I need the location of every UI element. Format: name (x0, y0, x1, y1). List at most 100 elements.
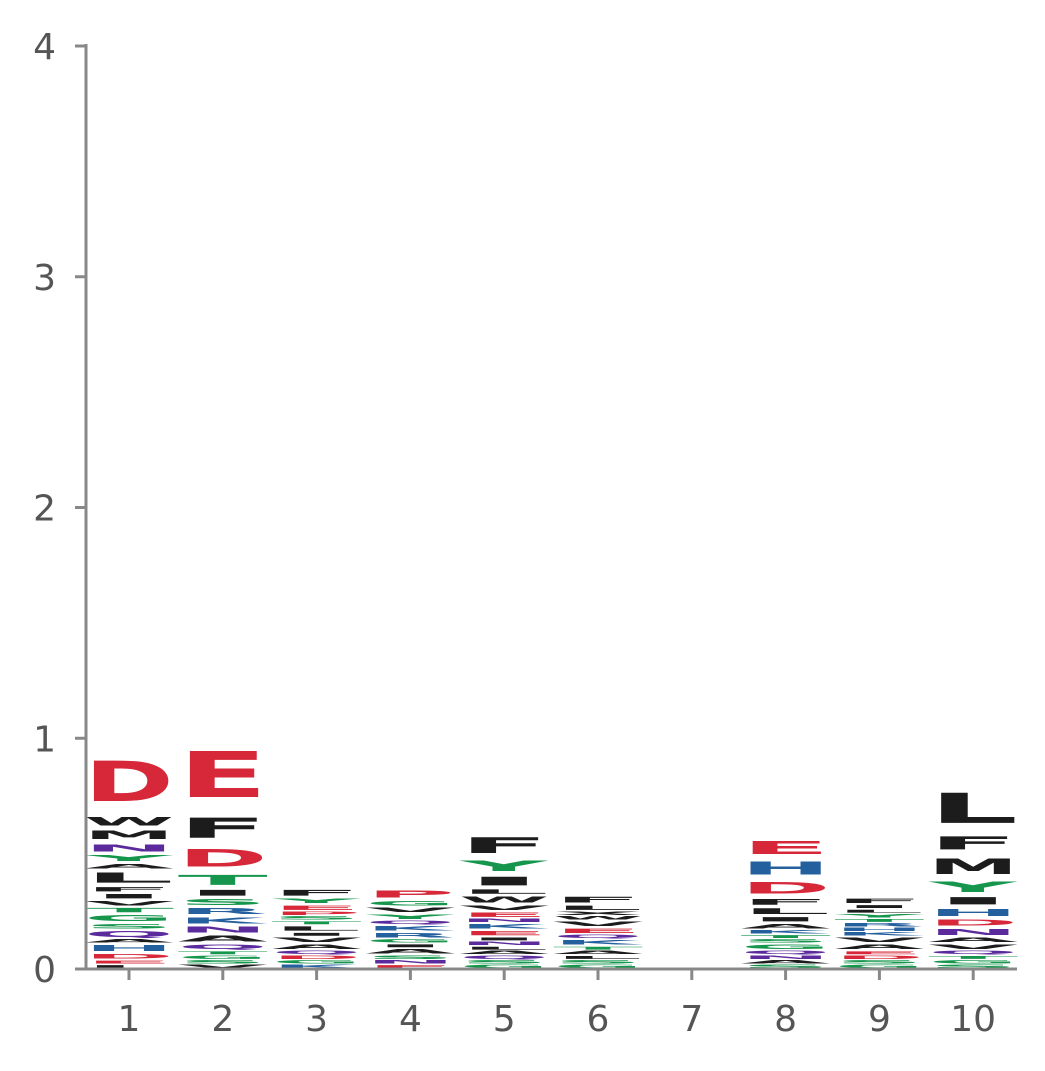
letter-L: L (272, 925, 362, 932)
letter-S: S (741, 964, 831, 969)
letter-P: P (365, 888, 455, 900)
letter-Y: Y (365, 914, 455, 921)
letter-I: I (741, 916, 831, 923)
letter-Q: Q (272, 951, 362, 956)
letter-H: H (928, 907, 1018, 918)
x-tick-label: 4 (399, 999, 422, 1040)
letter-N: N (459, 918, 549, 923)
letter-W: W (459, 895, 549, 904)
letter-S: S (365, 955, 455, 960)
letter-N: N (741, 955, 831, 960)
y-tick-label: 3 (33, 258, 56, 299)
letter-N: N (365, 960, 455, 965)
letter-N: N (459, 941, 549, 946)
letter-A: A (928, 937, 1018, 944)
letter-Y: Y (928, 879, 1018, 895)
letter-K: K (178, 916, 268, 925)
letter-G: G (834, 964, 924, 969)
letter-L: L (834, 909, 924, 914)
letter-F: F (272, 888, 362, 897)
letter-V: V (928, 944, 1018, 951)
letter-Q: Q (459, 955, 549, 960)
letter-A: A (553, 951, 643, 956)
y-tick-label: 0 (33, 950, 56, 991)
letter-A: A (741, 923, 831, 930)
letter-T: T (84, 907, 174, 914)
letter-V: V (553, 921, 643, 928)
letter-G: G (365, 900, 455, 907)
letter-D: D (84, 750, 174, 814)
letter-G: G (84, 914, 174, 923)
letter-S: S (178, 960, 268, 965)
letter-Q: Q (741, 951, 831, 956)
letter-D: D (741, 879, 831, 897)
letter-R: R (178, 907, 268, 916)
x-tick-label: 10 (950, 999, 996, 1040)
letter-H: H (834, 927, 924, 932)
letter-S: S (741, 939, 831, 944)
letter-V: V (178, 964, 268, 969)
x-tick-label: 3 (305, 999, 328, 1040)
letter-S: S (553, 960, 643, 965)
letter-D: D (178, 844, 268, 872)
letter-A: A (365, 948, 455, 955)
x-tick-label: 1 (118, 999, 141, 1040)
letter-S: S (834, 960, 924, 965)
letter-I: I (459, 874, 549, 888)
letter-V: V (272, 937, 362, 944)
letter-G: G (459, 964, 549, 969)
x-tick-label: 5 (493, 999, 516, 1040)
letter-Q: Q (84, 930, 174, 939)
letter-E: E (741, 838, 831, 859)
letter-K: K (553, 939, 643, 946)
x-tick-label: 9 (868, 999, 891, 1040)
letter-E: E (459, 930, 549, 937)
letter-D: D (834, 955, 924, 960)
letter-G: G (365, 939, 455, 944)
letter-F: F (553, 895, 643, 904)
letter-A: A (178, 935, 268, 944)
letter-T: T (178, 872, 268, 888)
letter-K: K (272, 964, 362, 969)
letter-F: F (84, 886, 174, 893)
letter-Q: Q (928, 951, 1018, 956)
letter-W: W (84, 814, 174, 828)
letter-Q: Q (365, 921, 455, 926)
letter-R: R (834, 923, 924, 928)
letter-I: I (459, 937, 549, 942)
letter-stacks: LEDHAQSGTVIFLAYNMWDVSGTQANKRSITDFEKGDQAV… (84, 739, 1019, 969)
letter-F: F (928, 833, 1018, 854)
y-tick-label: 2 (33, 489, 56, 530)
letter-E: E (365, 964, 455, 969)
letter-Y: Y (84, 854, 174, 863)
letter-E: E (459, 911, 549, 918)
x-tick-label: 2 (211, 999, 234, 1040)
x-axis-ticks: 1 2 3 4 5 6 7 8 9 10 (118, 969, 996, 1040)
letter-F: F (178, 813, 268, 845)
letter-Y: Y (834, 914, 924, 919)
letter-I: I (834, 904, 924, 909)
letter-A: A (741, 960, 831, 965)
letter-L: L (459, 946, 549, 951)
letter-T: T (928, 955, 1018, 960)
letter-G: G (553, 964, 643, 969)
letter-F: F (459, 833, 549, 858)
y-axis-ticks: 0 1 2 3 4 (33, 27, 86, 991)
letter-K: K (365, 925, 455, 932)
x-tick-label: 6 (587, 999, 610, 1040)
letter-Q: Q (553, 934, 643, 939)
letter-T: T (741, 934, 831, 939)
letter-Y: Y (271, 898, 361, 905)
letter-G: G (928, 960, 1018, 965)
letter-E: E (178, 739, 268, 812)
letter-A: A (272, 944, 362, 951)
y-tick-label: 4 (33, 27, 56, 68)
letter-V: V (459, 905, 549, 912)
